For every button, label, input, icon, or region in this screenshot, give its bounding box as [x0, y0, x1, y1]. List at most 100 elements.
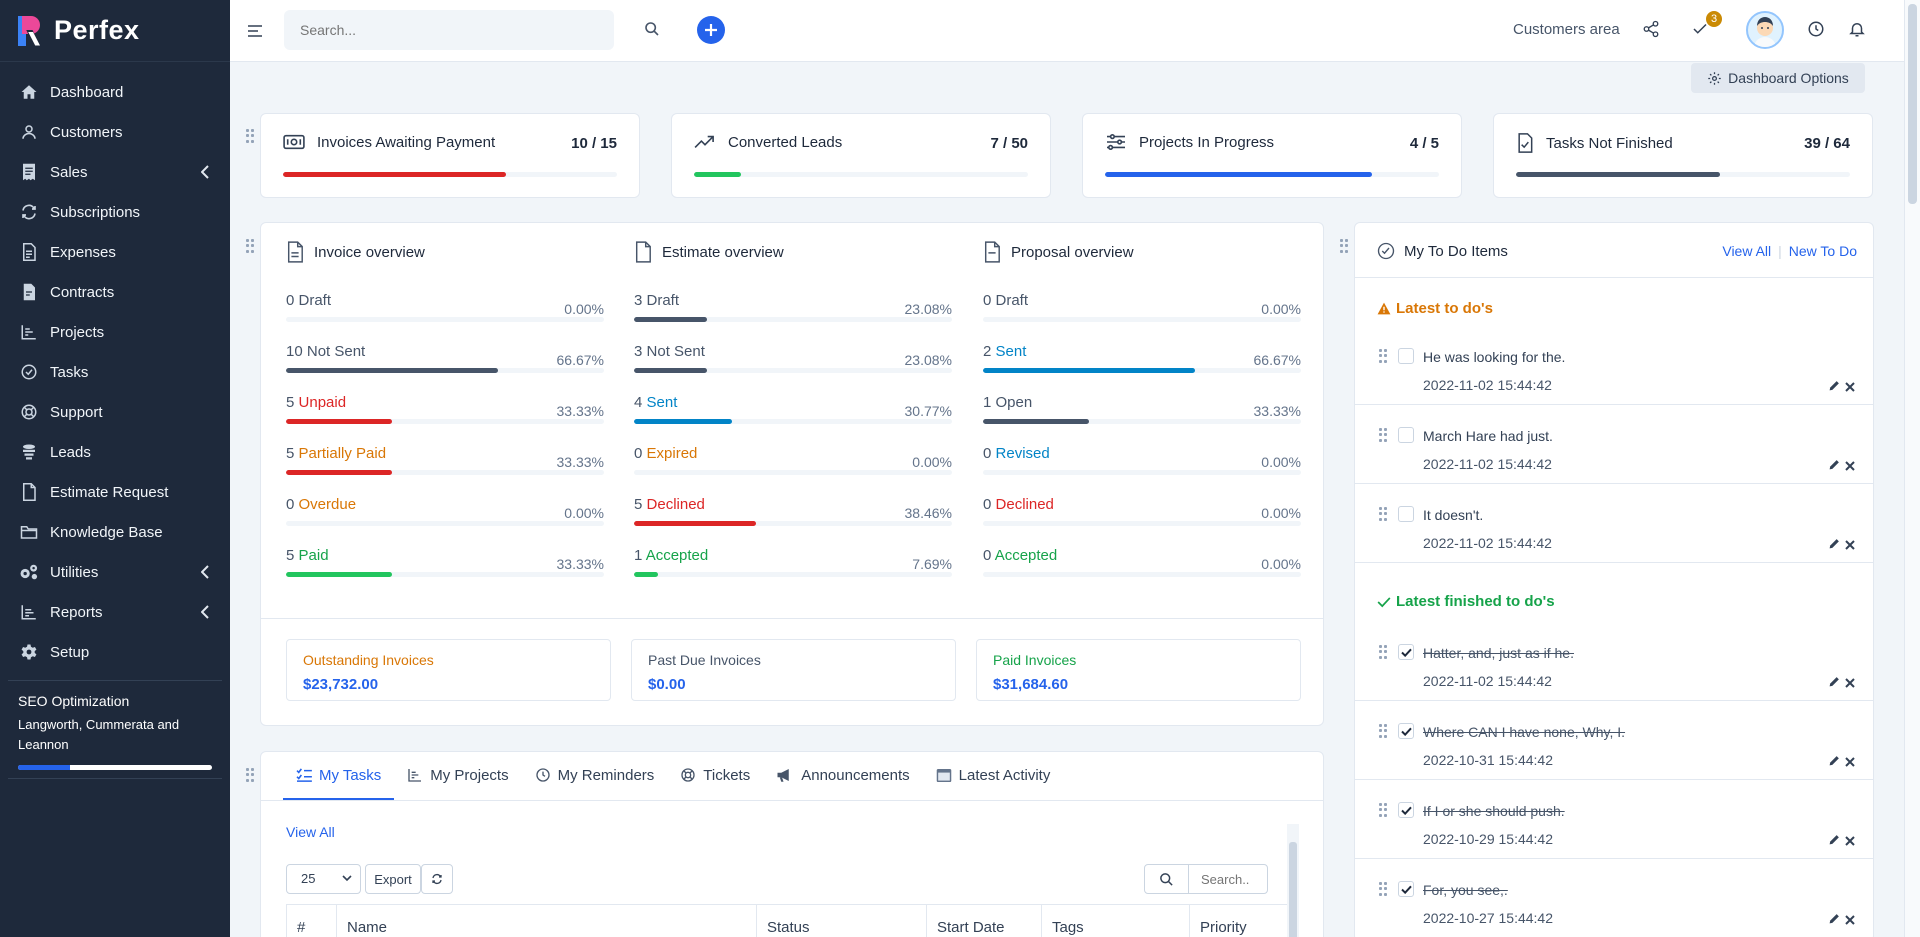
past-due-invoices-box[interactable]: Past Due Invoices $0.00	[631, 639, 956, 701]
overview-row-open[interactable]: 1 Open 33.33%	[983, 394, 1301, 434]
sidebar-item-estimate-request[interactable]: Estimate Request	[0, 472, 230, 512]
new-todo-link[interactable]: New To Do	[1788, 243, 1857, 259]
drag-handle-icon[interactable]	[1379, 803, 1387, 817]
avatar[interactable]	[1746, 11, 1784, 49]
column-header[interactable]: Priority	[1200, 919, 1247, 936]
sidebar-item-projects[interactable]: Projects	[0, 312, 230, 352]
quick-create-button[interactable]	[697, 16, 725, 44]
close-icon[interactable]	[1845, 379, 1855, 397]
overview-row-sent[interactable]: 2 Sent 66.67%	[983, 343, 1301, 383]
column-header[interactable]: Status	[757, 905, 927, 937]
sidebar-item-sales[interactable]: Sales	[0, 152, 230, 192]
tasks-view-all-link[interactable]: View All	[286, 824, 335, 840]
todo-checkbox[interactable]	[1398, 881, 1414, 897]
outstanding-invoices-box[interactable]: Outstanding Invoices $23,732.00	[286, 639, 611, 701]
scrollbar-thumb[interactable]	[1908, 4, 1917, 204]
drag-handle-icon[interactable]	[1379, 724, 1387, 738]
app-logo[interactable]: Perfex	[0, 0, 230, 62]
share-icon[interactable]	[1642, 20, 1660, 43]
drag-handle-icon[interactable]	[246, 768, 254, 782]
overview-row-draft[interactable]: 0 Draft 0.00%	[286, 292, 604, 332]
overview-row-partially-paid[interactable]: 5 Partially Paid 33.33%	[286, 445, 604, 485]
column-header[interactable]: #	[287, 905, 337, 937]
close-icon[interactable]	[1845, 675, 1855, 693]
overview-row-revised[interactable]: 0 Revised 0.00%	[983, 445, 1301, 485]
sidebar-item-reports[interactable]: Reports	[0, 592, 230, 632]
list-item[interactable]: If I or she should push. 2022-10-29 15:44…	[1355, 781, 1873, 859]
overview-row-not-sent[interactable]: 10 Not Sent 66.67%	[286, 343, 604, 383]
edit-icon[interactable]	[1828, 833, 1841, 851]
sidebar-item-leads[interactable]: Leads	[0, 432, 230, 472]
sidebar-item-utilities[interactable]: Utilities	[0, 552, 230, 592]
close-icon[interactable]	[1845, 754, 1855, 772]
close-icon[interactable]	[1845, 537, 1855, 555]
stat-card-tasks-not-finished[interactable]: Tasks Not Finished 39 / 64	[1493, 113, 1873, 198]
menu-toggle-icon[interactable]	[248, 24, 262, 42]
clock-icon[interactable]	[1807, 20, 1825, 43]
sidebar-item-customers[interactable]: Customers	[0, 112, 230, 152]
edit-icon[interactable]	[1828, 458, 1841, 476]
table-search-input[interactable]	[1188, 864, 1268, 894]
dashboard-options-button[interactable]: Dashboard Options	[1691, 63, 1865, 93]
sidebar-item-support[interactable]: Support	[0, 392, 230, 432]
sidebar-item-subscriptions[interactable]: Subscriptions	[0, 192, 230, 232]
list-item[interactable]: Hatter, and, just as if he. 2022-11-02 15…	[1355, 623, 1873, 701]
tab-my-reminders[interactable]: My Reminders	[522, 752, 668, 800]
table-scrollbar[interactable]	[1287, 824, 1299, 937]
paid-invoices-box[interactable]: Paid Invoices $31,684.60	[976, 639, 1301, 701]
overview-row-sent[interactable]: 4 Sent 30.77%	[634, 394, 952, 434]
overview-row-draft[interactable]: 3 Draft 23.08%	[634, 292, 952, 332]
tab-my-tasks[interactable]: My Tasks	[283, 752, 395, 800]
list-item[interactable]: March Hare had just. 2022-11-02 15:44:42	[1355, 406, 1873, 484]
overview-row-accepted[interactable]: 0 Accepted 0.00%	[983, 547, 1301, 587]
bell-icon[interactable]	[1848, 20, 1866, 43]
overview-row-expired[interactable]: 0 Expired 0.00%	[634, 445, 952, 485]
todo-checkbox[interactable]	[1398, 506, 1414, 522]
tab-my-projects[interactable]: My Projects	[394, 752, 521, 800]
close-icon[interactable]	[1845, 912, 1855, 930]
drag-handle-icon[interactable]	[1379, 507, 1387, 521]
overview-row-paid[interactable]: 5 Paid 33.33%	[286, 547, 604, 587]
overview-row-declined[interactable]: 5 Declined 38.46%	[634, 496, 952, 536]
overview-row-overdue[interactable]: 0 Overdue 0.00%	[286, 496, 604, 536]
edit-icon[interactable]	[1828, 912, 1841, 930]
sidebar-item-knowledge-base[interactable]: Knowledge Base	[0, 512, 230, 552]
stat-card-converted-leads[interactable]: Converted Leads 7 / 50	[671, 113, 1051, 198]
table-search-button[interactable]	[1144, 864, 1189, 894]
customers-area-link[interactable]: Customers area	[1513, 21, 1620, 38]
edit-icon[interactable]	[1828, 379, 1841, 397]
edit-icon[interactable]	[1828, 537, 1841, 555]
drag-handle-icon[interactable]	[1379, 882, 1387, 896]
sidebar-item-contracts[interactable]: Contracts	[0, 272, 230, 312]
sidebar-item-tasks[interactable]: Tasks	[0, 352, 230, 392]
tab-latest-activity[interactable]: Latest Activity	[923, 752, 1064, 800]
overview-row-unpaid[interactable]: 5 Unpaid 33.33%	[286, 394, 604, 434]
todo-checkbox[interactable]	[1398, 802, 1414, 818]
sidebar-item-dashboard[interactable]: Dashboard	[0, 72, 230, 112]
close-icon[interactable]	[1845, 458, 1855, 476]
list-item[interactable]: He was looking for the. 2022-11-02 15:44:…	[1355, 327, 1873, 405]
export-button[interactable]: Export	[365, 864, 421, 894]
list-item[interactable]: For, you see,. 2022-10-27 15:44:42	[1355, 860, 1873, 937]
todo-view-all-link[interactable]: View All	[1722, 243, 1772, 259]
todo-checkbox[interactable]	[1398, 348, 1414, 364]
sidebar-item-expenses[interactable]: Expenses	[0, 232, 230, 272]
todo-checkbox[interactable]	[1398, 427, 1414, 443]
edit-icon[interactable]	[1828, 754, 1841, 772]
stat-card-invoices-awaiting[interactable]: Invoices Awaiting Payment 10 / 15	[260, 113, 640, 198]
sidebar-pinned-project[interactable]: SEO Optimization Langworth, Cummerata an…	[8, 680, 222, 779]
column-header[interactable]: Name	[337, 905, 757, 937]
search-icon[interactable]	[644, 21, 660, 42]
stat-card-projects-in-progress[interactable]: Projects In Progress 4 / 5	[1082, 113, 1462, 198]
todo-check-icon[interactable]	[1691, 20, 1709, 43]
close-icon[interactable]	[1845, 833, 1855, 851]
column-header[interactable]: Tags	[1042, 905, 1190, 937]
drag-handle-icon[interactable]	[1379, 645, 1387, 659]
page-scrollbar[interactable]	[1904, 0, 1920, 937]
drag-handle-icon[interactable]	[1379, 428, 1387, 442]
todo-checkbox[interactable]	[1398, 644, 1414, 660]
edit-icon[interactable]	[1828, 675, 1841, 693]
drag-handle-icon[interactable]	[1340, 239, 1348, 253]
overview-row-not-sent[interactable]: 3 Not Sent 23.08%	[634, 343, 952, 383]
tab-announcements[interactable]: Announcements	[763, 752, 922, 800]
